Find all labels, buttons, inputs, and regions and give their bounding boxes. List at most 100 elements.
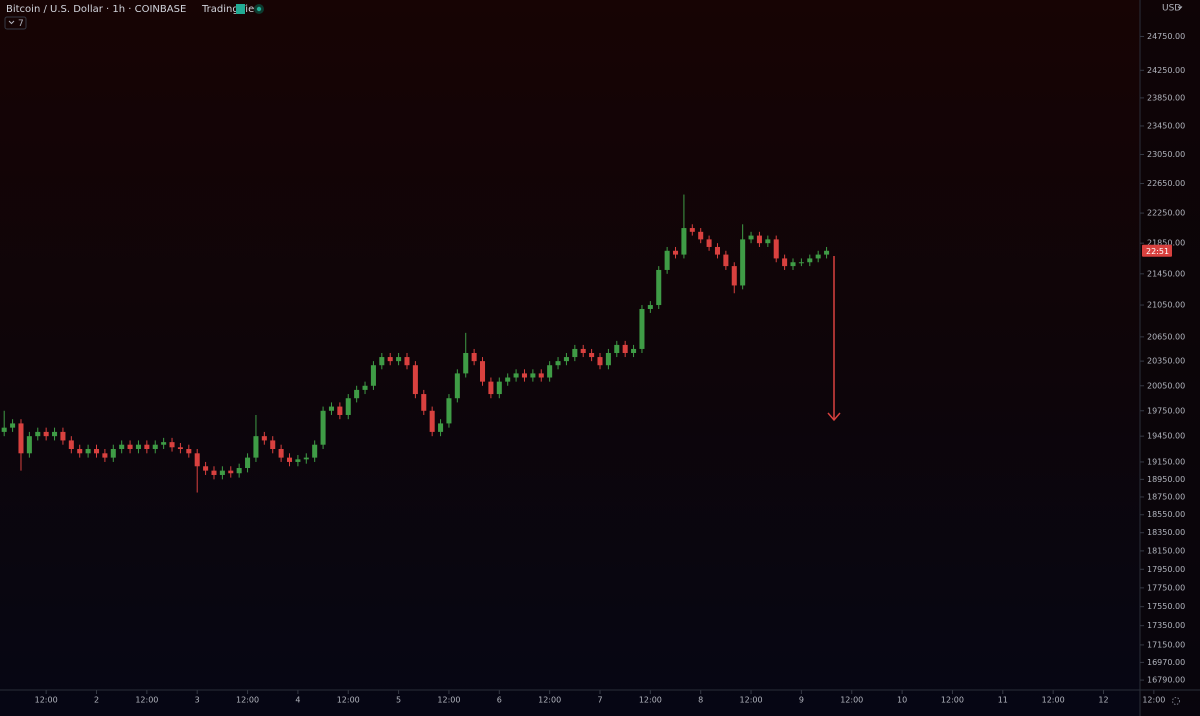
candle-body <box>647 305 653 309</box>
candle-body <box>756 235 762 244</box>
candle-body <box>253 436 259 458</box>
indicator-count[interactable]: 7 <box>18 19 24 29</box>
y-tick-label: 18950.00 <box>1147 475 1185 484</box>
candle-body <box>681 228 687 255</box>
currency[interactable]: USD <box>1162 4 1181 14</box>
candle-body <box>824 250 830 255</box>
candle-body <box>52 431 58 437</box>
x-tick-label: 10 <box>897 696 907 705</box>
plot-area <box>1 194 830 493</box>
candle-body <box>203 466 209 471</box>
candle-body <box>337 406 343 415</box>
candle-body <box>446 398 452 424</box>
candle-body <box>236 468 242 474</box>
candle-body <box>580 348 586 354</box>
candle-body <box>790 262 796 267</box>
y-tick-label: 18750.00 <box>1147 492 1185 501</box>
candle-body <box>26 436 32 454</box>
candle-body <box>454 373 460 399</box>
y-tick-label: 22650.00 <box>1147 179 1185 188</box>
candle-body <box>35 431 41 437</box>
candle-body <box>18 423 24 454</box>
y-tick-label: 23450.00 <box>1147 121 1185 130</box>
candle-body <box>496 381 502 395</box>
y-tick-label: 16970.00 <box>1147 658 1185 667</box>
candle-body <box>429 410 435 432</box>
candle-body <box>505 377 511 382</box>
y-tick-label: 16790.00 <box>1147 676 1185 685</box>
y-tick-label: 23050.00 <box>1147 150 1185 159</box>
candle-body <box>261 436 267 441</box>
candle-body <box>286 457 293 462</box>
candle-body <box>807 258 813 263</box>
candle-body <box>219 470 225 475</box>
y-tick-label: 20650.00 <box>1147 332 1185 341</box>
candle-body <box>186 449 192 454</box>
candle-body <box>731 266 737 286</box>
x-tick-label: 6 <box>497 696 502 705</box>
x-tick-label: 12:00 <box>1042 696 1065 705</box>
candle-body <box>362 385 368 390</box>
flag-icon[interactable] <box>236 4 245 14</box>
x-tick-label: 11 <box>998 696 1008 705</box>
x-tick-label: 8 <box>698 696 703 705</box>
candle-body <box>379 357 385 366</box>
candle-body <box>152 444 158 450</box>
candle-body <box>589 353 595 358</box>
y-tick-label: 17350.00 <box>1147 621 1185 630</box>
candle-body <box>119 444 125 450</box>
x-tick-label: 12:00 <box>135 696 158 705</box>
status-dot <box>256 6 262 12</box>
candle-body <box>320 410 326 445</box>
candle-body <box>404 357 410 366</box>
candle-body <box>706 239 712 247</box>
candle-body <box>10 423 16 428</box>
chart-title: Bitcoin / U.S. Dollar · 1h · COINBASE <box>6 4 186 15</box>
settings-icon[interactable] <box>1172 697 1180 705</box>
candle-body <box>245 457 251 469</box>
y-tick-label: 19450.00 <box>1147 432 1185 441</box>
y-tick-label: 17750.00 <box>1147 583 1185 592</box>
candle-body <box>295 459 301 462</box>
candle-body <box>387 357 393 362</box>
candle-body <box>714 246 720 255</box>
x-tick-label: 12:00 <box>740 696 763 705</box>
candle-body <box>547 365 553 378</box>
candle-body <box>211 470 217 475</box>
x-tick-label: 3 <box>195 696 200 705</box>
candle-body <box>530 373 536 378</box>
candle-body <box>303 457 309 460</box>
x-tick-label: 5 <box>396 696 401 705</box>
candle-body <box>169 442 175 448</box>
candle-body <box>270 440 276 450</box>
price-label-box <box>1142 244 1172 257</box>
candle-body <box>43 431 49 437</box>
x-tick-label: 2 <box>94 696 99 705</box>
candle-body <box>563 357 569 362</box>
y-tick-label: 19150.00 <box>1147 457 1185 466</box>
candle-body <box>177 447 183 450</box>
x-tick-label: 12:00 <box>840 696 863 705</box>
annotation-arrowhead <box>827 412 841 422</box>
candle-body <box>68 440 74 450</box>
candle-body <box>555 361 561 366</box>
candle-body <box>740 239 746 286</box>
candle-body <box>144 444 150 450</box>
candle-body <box>60 431 66 441</box>
y-tick-label: 19750.00 <box>1147 406 1185 415</box>
candle-body <box>513 373 519 378</box>
candle-body <box>480 361 486 382</box>
x-tick-label: 7 <box>597 696 602 705</box>
source: TradingView <box>201 4 262 15</box>
y-tick-label: 21450.00 <box>1147 269 1185 278</box>
candle-body <box>354 389 360 399</box>
y-tick-label: 18350.00 <box>1147 528 1185 537</box>
y-tick-label: 18150.00 <box>1147 546 1185 555</box>
candle-body <box>127 444 133 450</box>
candle-body <box>664 250 670 270</box>
y-tick-label: 22250.00 <box>1147 209 1185 218</box>
x-tick-label: 12:00 <box>538 696 561 705</box>
y-tick-label: 17150.00 <box>1147 640 1185 649</box>
indicator-toggle[interactable] <box>4 16 27 30</box>
